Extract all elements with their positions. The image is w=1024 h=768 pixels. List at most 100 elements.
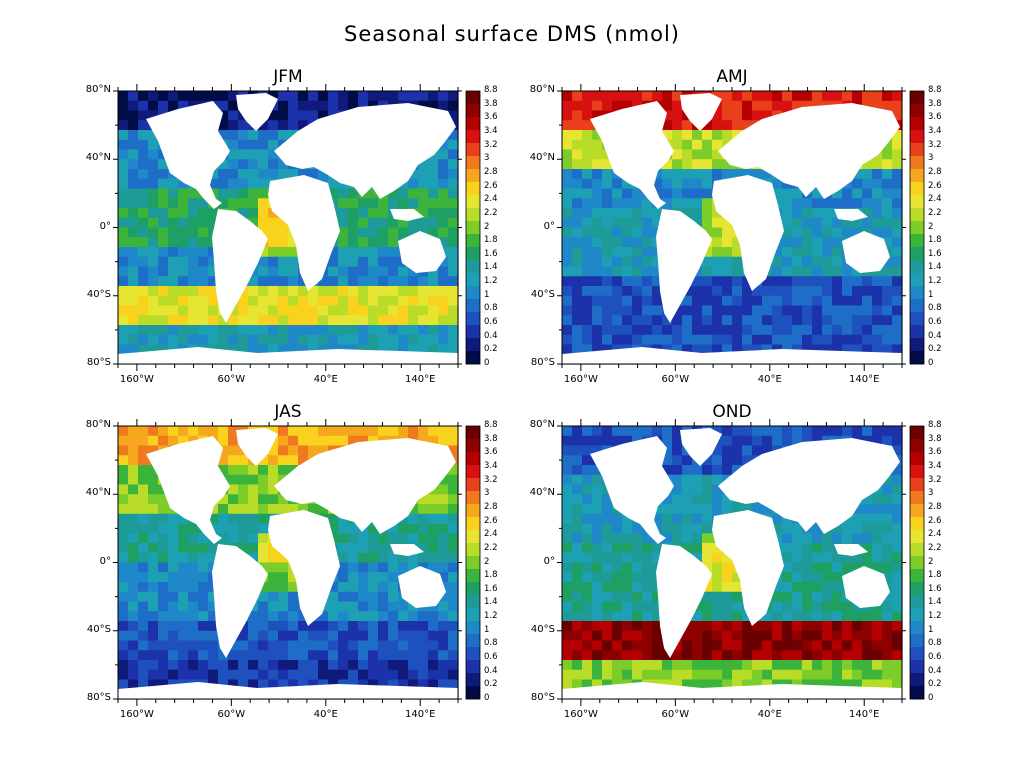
latitude-tick-label: 40°N	[85, 487, 111, 499]
latitude-tick-label: 40°S	[530, 288, 555, 300]
longitude-tick-label: 40°E	[313, 709, 338, 720]
colorbar-swatch	[910, 143, 924, 157]
colorbar-swatch	[466, 260, 480, 274]
colorbar-level-label: 0.6	[484, 317, 498, 328]
longitude-tick-label: 60°W	[661, 374, 690, 385]
colorbar-swatch	[466, 426, 480, 440]
colorbar-level-label: 0.2	[928, 679, 942, 690]
colorbar-level-label: 3	[928, 488, 934, 499]
colorbar-swatch	[466, 582, 480, 596]
colorbar-swatch	[466, 286, 480, 300]
colorbar-amj	[909, 90, 925, 365]
figure-title: Seasonal surface DMS (nmol)	[343, 22, 680, 46]
colorbar-level-label: 0.4	[928, 665, 942, 676]
colorbar-swatch	[910, 608, 924, 622]
colorbar-swatch	[910, 351, 924, 365]
colorbar-level-label: 0.2	[928, 344, 942, 355]
colorbar-level-label: 1.6	[928, 583, 942, 594]
colorbar-swatch	[466, 569, 480, 583]
colorbar-level-label: 2.6	[484, 515, 498, 526]
colorbar-swatch	[910, 439, 924, 453]
colorbar-level-label: 8.8	[928, 85, 942, 95]
colorbar-swatch	[910, 491, 924, 505]
colorbar-level-label: 1.2	[928, 276, 942, 287]
colorbar-level-label: 1.8	[484, 235, 498, 246]
colorbar-swatch	[910, 299, 924, 313]
colorbar-swatch	[466, 595, 480, 609]
colorbar-swatch	[910, 312, 924, 326]
colorbar-level-label: 3.8	[928, 433, 942, 444]
colorbar-swatch	[910, 504, 924, 518]
colorbar-level-label: 3	[928, 153, 934, 164]
latitude-tick-label: 40°S	[86, 623, 111, 635]
latitude-tick-label: 80°S	[86, 692, 111, 703]
colorbar-swatch	[466, 517, 480, 531]
colorbar-level-label: 3.2	[484, 474, 498, 485]
colorbar-level-label: 3.2	[928, 139, 942, 150]
colorbar-level-label: 2	[484, 221, 490, 232]
colorbar-swatch	[910, 569, 924, 583]
colorbar-level-label: 0.6	[928, 652, 942, 663]
colorbar-level-label: 1.2	[928, 611, 942, 622]
colorbar-swatch	[910, 325, 924, 339]
colorbar-level-label: 1.4	[484, 597, 498, 608]
colorbar-level-label: 2	[928, 221, 934, 232]
colorbar-swatch	[466, 130, 480, 144]
colorbar-swatch	[466, 439, 480, 453]
longitude-tick-label: 160°W	[563, 374, 598, 385]
colorbar-swatch	[466, 104, 480, 118]
colorbar-swatch	[466, 195, 480, 209]
colorbar-level-label: 1.4	[484, 262, 498, 273]
colorbar-level-label: 0	[928, 358, 934, 368]
colorbar-level-label: 3.6	[484, 112, 498, 123]
colorbar-level-label: 2.6	[928, 515, 942, 526]
longitude-tick-label: 40°E	[757, 709, 782, 720]
colorbar-level-label: 2.8	[484, 501, 498, 512]
colorbar-swatch	[910, 686, 924, 700]
colorbar-level-label: 0.8	[484, 303, 498, 314]
colorbar-swatch	[466, 312, 480, 326]
colorbar-level-label: 8.8	[928, 420, 942, 430]
colorbar-swatch	[466, 182, 480, 196]
colorbar-level-label: 3.4	[928, 125, 942, 136]
panel-title-amj: AMJ	[716, 67, 748, 87]
latitude-tick-label: 80°S	[530, 357, 555, 368]
colorbar-level-label: 2.8	[928, 501, 942, 512]
colorbar-swatch	[910, 104, 924, 118]
colorbar-swatch	[466, 686, 480, 700]
colorbar-level-label: 3.6	[928, 112, 942, 123]
colorbar-swatch	[910, 286, 924, 300]
colorbar-level-label: 0.8	[928, 638, 942, 649]
colorbar-swatch	[910, 452, 924, 466]
longitude-tick-label: 40°E	[313, 374, 338, 385]
colorbar-level-label: 0	[484, 693, 490, 703]
colorbar-swatch	[910, 195, 924, 209]
colorbar-level-label: 0.2	[484, 344, 498, 355]
latitude-tick-label: 0°	[99, 555, 111, 567]
colorbar-swatch	[466, 325, 480, 339]
colorbar-swatch	[910, 595, 924, 609]
colorbar-swatch	[910, 260, 924, 274]
colorbar-level-label: 1.6	[484, 583, 498, 594]
colorbar-level-label: 0.8	[484, 638, 498, 649]
colorbar-ond	[909, 425, 925, 700]
colorbar-swatch	[910, 117, 924, 131]
latitude-tick-label: 80°S	[86, 357, 111, 368]
colorbar-level-label: 0	[928, 693, 934, 703]
colorbar-level-label: 2.4	[928, 194, 942, 205]
colorbar-level-label: 2.2	[484, 542, 498, 553]
colorbar-level-label: 2.4	[928, 529, 942, 540]
colorbar-swatch	[466, 660, 480, 674]
latitude-tick-label: 80°N	[85, 84, 111, 95]
longitude-tick-label: 60°W	[661, 709, 690, 720]
colorbar-swatch	[466, 634, 480, 648]
colorbar-level-label: 3.8	[928, 98, 942, 109]
colorbar-swatch	[466, 478, 480, 492]
colorbar-swatch	[910, 465, 924, 479]
longitude-tick-label: 160°W	[563, 709, 598, 720]
colorbar-level-label: 2.8	[484, 166, 498, 177]
colorbar-level-label: 2.2	[928, 542, 942, 553]
colorbar-swatch	[910, 169, 924, 183]
colorbar-swatch	[466, 143, 480, 157]
